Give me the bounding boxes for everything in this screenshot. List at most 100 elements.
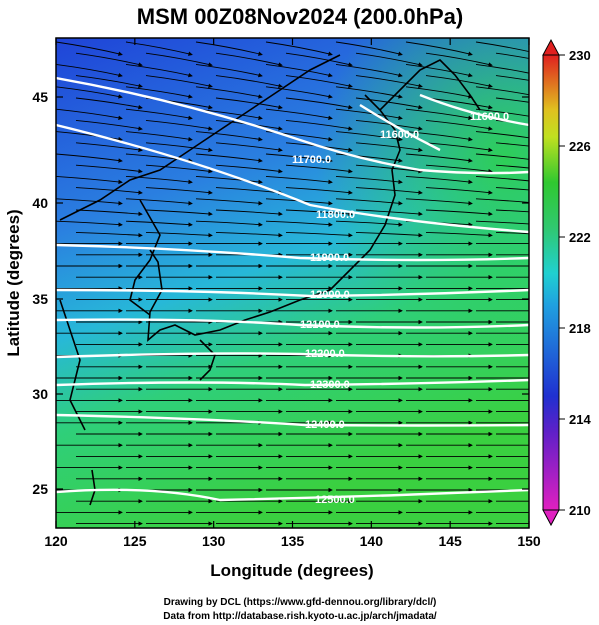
x-tick-label: 125 <box>123 533 147 549</box>
wind-streamline <box>335 41 403 56</box>
wind-streamline <box>195 86 263 99</box>
contour-label: 11600.0 <box>470 111 509 123</box>
wind-streamline <box>215 52 283 67</box>
wind-streamline <box>265 153 333 163</box>
wind-streamline <box>125 86 193 99</box>
wind-streamline <box>405 175 473 185</box>
wind-streamline <box>215 209 283 217</box>
wind-streamline <box>125 175 193 185</box>
wind-streamline <box>285 187 353 195</box>
wind-streamline <box>355 97 423 110</box>
wind-streamline <box>495 187 529 191</box>
wind-streamline <box>56 63 123 78</box>
contour-label: 11800.0 <box>316 209 355 221</box>
wind-streamline <box>405 86 473 99</box>
wind-streamline <box>425 52 493 67</box>
wind-streamline <box>125 63 193 78</box>
wind-streamline <box>475 86 529 96</box>
wind-streamline <box>125 220 193 227</box>
wind-streamline <box>195 41 263 56</box>
height-contour <box>56 288 529 298</box>
wind-streamline <box>355 52 423 67</box>
wind-streamline <box>145 231 213 238</box>
y-axis: 25 30 35 40 45 <box>32 89 529 497</box>
colorbar-tick-label: 210 <box>569 503 591 518</box>
x-axis: 120 125 130 135 140 145 150 <box>44 38 541 549</box>
wind-streamline <box>75 231 143 238</box>
wind-streamline <box>405 198 473 206</box>
y-tick-label: 45 <box>32 89 48 105</box>
x-tick-label: 120 <box>44 533 68 549</box>
wind-streamline <box>145 75 213 88</box>
wind-streamline <box>405 153 473 163</box>
colorbar-max-triangle <box>542 38 560 56</box>
wind-streamline <box>265 63 333 78</box>
wind-streamline <box>475 175 529 182</box>
wind-streamline <box>425 209 493 217</box>
height-contour <box>419 93 529 127</box>
wind-streamline <box>475 108 529 117</box>
wind-streamline <box>335 220 403 227</box>
wind-streamline <box>125 198 193 206</box>
wind-streamline <box>475 131 529 139</box>
colorbar-bar <box>542 54 560 511</box>
wind-streamline <box>495 164 529 169</box>
wind-streamline <box>215 142 283 153</box>
y-axis-title: Latitude (degrees) <box>4 209 23 356</box>
wind-streamline <box>56 198 123 206</box>
wind-streamline <box>75 75 143 88</box>
wind-streamline <box>355 231 423 238</box>
contour-label: 11900.0 <box>310 252 349 264</box>
colorbar-tick-label: 222 <box>569 230 591 245</box>
wind-streamline <box>425 119 493 131</box>
wind-streamline <box>335 175 403 185</box>
temperature-field-east <box>56 38 529 528</box>
wind-streamline <box>335 198 403 206</box>
map-title: MSM 00Z08Nov2024 (200.0hPa) <box>137 4 464 29</box>
wind-streamline <box>195 175 263 185</box>
height-contour <box>56 243 529 262</box>
colorbar-tick-label: 230 <box>569 48 591 63</box>
height-contours: 11600.0 11600.0 11700.0 11800.0 11900.0 12000… <box>56 76 529 506</box>
x-tick-label: 150 <box>517 533 541 549</box>
colorbar-tick-label: 226 <box>569 139 591 154</box>
y-tick-label: 30 <box>32 386 48 402</box>
wind-streamline <box>285 231 353 238</box>
wind-streamline <box>285 209 353 217</box>
wind-streamline <box>75 164 143 174</box>
contour-label: 12300.0 <box>310 379 350 391</box>
height-contour <box>56 413 529 427</box>
wind-streamline <box>425 231 493 238</box>
contour-label: 12500.0 <box>315 494 355 506</box>
wind-streamline <box>125 41 193 56</box>
korea-coast <box>129 199 161 316</box>
wind-streamline <box>75 187 143 195</box>
wind-streamline <box>475 41 529 53</box>
kyushu-coast <box>199 339 216 381</box>
wind-streamlines <box>56 41 529 526</box>
wind-streamline <box>75 209 143 217</box>
wind-streamline <box>75 52 143 67</box>
wind-streamline <box>475 153 529 160</box>
wind-streamline <box>475 198 529 203</box>
y-tick-label: 25 <box>32 481 48 497</box>
wind-streamline <box>145 164 213 174</box>
wind-streamline <box>195 220 263 227</box>
height-contour <box>359 103 441 152</box>
wind-streamline <box>56 108 123 121</box>
height-contour <box>56 488 529 502</box>
wind-streamline <box>215 164 283 174</box>
wind-streamline <box>405 131 473 142</box>
wind-streamline <box>195 198 263 206</box>
wind-streamline <box>265 41 333 56</box>
wind-streamline <box>285 97 353 110</box>
wind-streamline <box>75 142 143 153</box>
wind-streamline <box>495 97 529 103</box>
colorbar-tick-label: 214 <box>569 412 591 427</box>
wind-streamline <box>145 142 213 153</box>
wind-streamline <box>405 41 473 56</box>
wind-streamline <box>335 86 403 99</box>
contour-label: 12100.0 <box>300 319 340 331</box>
wind-streamline <box>195 153 263 163</box>
